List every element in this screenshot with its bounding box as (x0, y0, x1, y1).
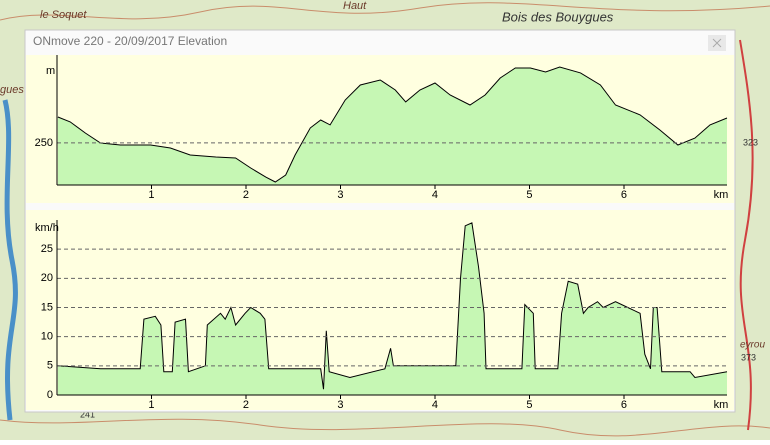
area-fill (57, 67, 727, 185)
map-label: 241 (80, 409, 95, 419)
map-label: 323 (743, 137, 758, 147)
y-tick-label: 25 (41, 243, 53, 255)
contour (0, 2, 770, 21)
charts: 250 1 2 3 4 5 6 m km 0 5 10 15 20 25 1 2 3 4 5 6 km/h km (26, 55, 734, 411)
area-fill (57, 222, 727, 395)
x-tick-label: 4 (432, 189, 438, 201)
map-label: le Soquet (40, 9, 87, 21)
contour (0, 418, 770, 437)
x-tick-label: 3 (337, 399, 343, 411)
x-tick-label: 5 (526, 189, 532, 201)
x-tick-label: 1 (148, 189, 154, 201)
x-tick-label: 3 (337, 189, 343, 201)
y-tick-label: 250 (35, 137, 53, 149)
x-tick-label: 6 (621, 399, 627, 411)
x-tick-label: 2 (243, 189, 249, 201)
map-label: eyrou (740, 340, 765, 351)
window-title: ONmove 220 - 20/09/2017 Elevation (33, 34, 227, 48)
y-tick-label: 15 (41, 301, 53, 313)
y-axis-label: km/h (35, 222, 59, 234)
area-line (57, 222, 728, 390)
y-tick-label: 20 (41, 272, 53, 284)
river (2, 99, 18, 421)
map-label: Haut (343, 0, 367, 12)
x-tick-label: 4 (432, 399, 438, 411)
map-label: gues (0, 84, 24, 96)
y-tick-label: 0 (47, 389, 53, 401)
x-axis-label: km (714, 399, 729, 411)
area-line (57, 66, 728, 183)
x-tick-label: 5 (526, 399, 532, 411)
y-tick-label: 10 (41, 331, 53, 343)
x-tick-label: 1 (148, 399, 154, 411)
y-tick-label: 5 (47, 360, 53, 372)
map-label: Bois des Bouygues (502, 9, 614, 24)
road (739, 39, 754, 431)
y-axis-label: m (46, 65, 55, 77)
x-tick-label: 2 (243, 399, 249, 411)
map-label: 373 (741, 352, 756, 362)
x-axis-label: km (714, 189, 729, 201)
close-icon (712, 38, 722, 48)
x-tick-label: 6 (621, 189, 627, 201)
